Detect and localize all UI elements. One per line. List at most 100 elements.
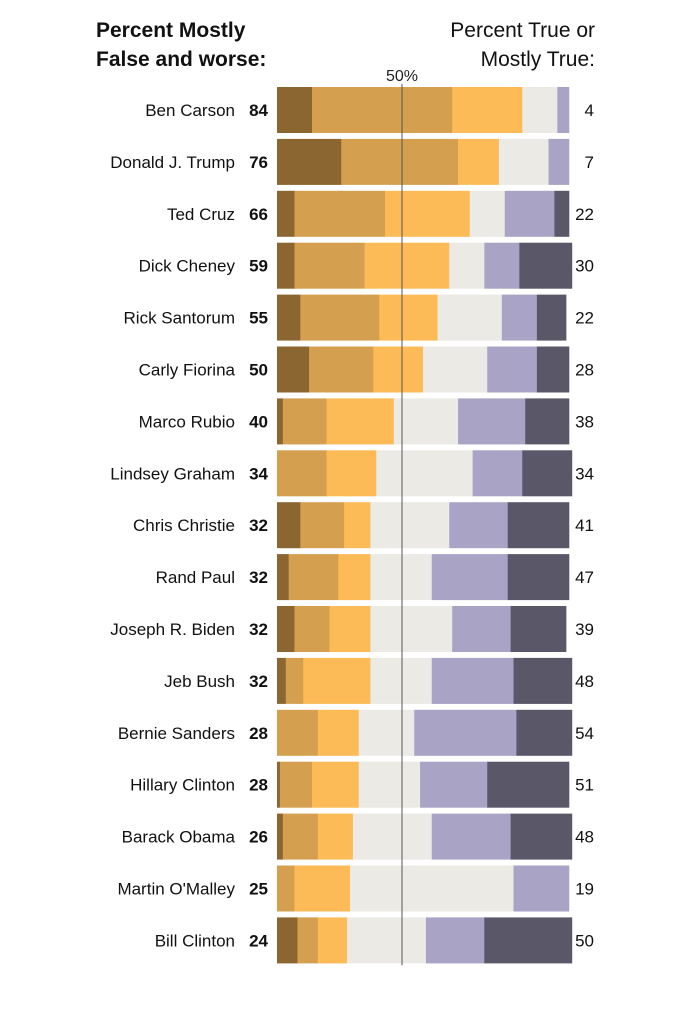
bar-segment-pants-on-fire (277, 138, 342, 185)
bar-segment-true (536, 346, 570, 393)
bar-segment-true (507, 554, 570, 601)
false-and-worse-value: 66 (249, 205, 268, 224)
bar-segment-mostly-true (449, 502, 508, 549)
bar-segment-mostly-true (548, 138, 570, 185)
candidate-name: Ben Carson (145, 101, 235, 120)
true-or-mostly-true-value: 7 (585, 153, 594, 172)
candidate-name: Ted Cruz (167, 205, 235, 224)
bar-segment-half-true (370, 606, 453, 652)
bar-segment-mostly-true (420, 761, 488, 808)
candidate-name: Marco Rubio (139, 412, 235, 431)
bar-segment-mostly-false (329, 606, 371, 652)
false-and-worse-value: 40 (249, 412, 268, 431)
bar-segment-half-true (347, 917, 427, 964)
bar-segment-mostly-false (326, 398, 395, 445)
candidate-name: Carly Fiorina (139, 361, 236, 380)
bar-segment-pants-on-fire (277, 813, 284, 860)
bar-segment-true (536, 294, 567, 341)
bar-segment-pants-on-fire (277, 917, 298, 964)
true-or-mostly-true-value: 47 (575, 568, 594, 587)
row-14: Barack Obama 26 48 (122, 813, 594, 860)
false-and-worse-value: 32 (249, 568, 268, 587)
bar-segment-pants-on-fire (277, 502, 301, 549)
row-3: Dick Cheney 59 30 (139, 242, 594, 289)
bar-segment-mostly-true (431, 657, 514, 704)
bar-segment-pants-on-fire (277, 242, 295, 289)
bar-segment-half-true (358, 709, 415, 756)
row-13: Hillary Clinton 28 51 (130, 761, 594, 808)
bar-segment-false (294, 242, 365, 289)
candidate-name: Donald J. Trump (110, 153, 235, 172)
bar-segment-mostly-false (312, 761, 360, 808)
row-9: Rand Paul 32 47 (156, 554, 594, 601)
bar-segment-pants-on-fire (277, 606, 295, 652)
bar-segment-false (341, 138, 459, 185)
false-and-worse-value: 55 (249, 309, 268, 328)
false-and-worse-value: 25 (249, 880, 268, 899)
candidate-name: Barack Obama (122, 828, 236, 847)
false-and-worse-value: 76 (249, 153, 268, 172)
bar-segment-true (510, 606, 567, 652)
bar-segment-half-true (437, 294, 503, 341)
row-11: Jeb Bush 32 48 (164, 657, 594, 704)
bar-segment-mostly-true (431, 554, 508, 601)
bar-segment-true (507, 502, 570, 549)
row-8: Chris Christie 32 41 (133, 502, 594, 549)
true-or-mostly-true-value: 50 (575, 931, 594, 950)
candidate-name: Jeb Bush (164, 672, 235, 691)
true-or-mostly-true-value: 51 (575, 776, 594, 795)
true-or-mostly-true-value: 38 (575, 412, 594, 431)
bar-segment-false (282, 398, 327, 445)
left-header-line-1: Percent Mostly (96, 19, 246, 42)
candidate-name: Dick Cheney (139, 257, 236, 276)
bar-segment-pants-on-fire (277, 294, 301, 341)
bar-segment-half-true (350, 865, 514, 912)
bar-segment-mostly-false (364, 242, 450, 289)
false-and-worse-value: 28 (249, 724, 268, 743)
bar-segment-half-true (376, 450, 473, 497)
bar-segment-false (294, 606, 330, 652)
false-and-worse-value: 32 (249, 516, 268, 535)
true-or-mostly-true-value: 34 (575, 464, 594, 483)
false-and-worse-value: 24 (249, 931, 268, 950)
bar-segment-pants-on-fire (277, 346, 310, 393)
bar-segment-half-true (393, 398, 459, 445)
false-and-worse-value: 32 (249, 620, 268, 639)
bar-segment-half-true (469, 190, 506, 237)
bar-segment-mostly-false (317, 917, 348, 964)
candidate-name: Bill Clinton (155, 931, 235, 950)
right-column-header: Percent True or Mostly True: (450, 16, 595, 74)
bar-segment-mostly-true (487, 346, 538, 393)
row-1: Donald J. Trump 76 7 (110, 138, 594, 185)
bar-segment-mostly-true (513, 865, 570, 912)
bar-segment-pants-on-fire (277, 87, 313, 133)
chart-rows: Ben Carson 84 4 Donald J. Trump 76 7 Ted Cruz 6… (110, 87, 594, 964)
bar-segment-half-true (370, 502, 450, 549)
row-6: Marco Rubio 40 38 (139, 398, 594, 445)
bar-segment-mostly-false (373, 346, 424, 393)
false-and-worse-value: 84 (249, 101, 268, 120)
true-or-mostly-true-value: 19 (575, 880, 594, 899)
bar-segment-false (294, 190, 386, 237)
bar-segment-pants-on-fire (277, 761, 281, 808)
bar-segment-true (519, 242, 573, 289)
false-and-worse-value: 28 (249, 776, 268, 795)
bar-segment-false (309, 346, 374, 393)
left-header-line-2: False and worse: (96, 48, 267, 71)
bar-segment-pants-on-fire (277, 657, 287, 704)
row-0: Ben Carson 84 4 (145, 87, 594, 133)
bar-segment-mostly-false (385, 190, 471, 237)
bar-segment-pants-on-fire (277, 398, 284, 445)
candidate-name: Bernie Sanders (118, 724, 235, 743)
bar-segment-true (554, 190, 570, 237)
row-12: Bernie Sanders 28 54 (118, 709, 594, 756)
bar-segment-true (487, 761, 570, 808)
true-or-mostly-true-value: 22 (575, 205, 594, 224)
bar-segment-mostly-true (504, 190, 555, 237)
bar-segment-mostly-false (338, 554, 371, 601)
bar-segment-mostly-true (425, 917, 485, 964)
candidate-name: Chris Christie (133, 516, 235, 535)
bar-segment-pants-on-fire (277, 554, 289, 601)
row-2: Ted Cruz 66 22 (167, 190, 594, 237)
bar-segment-mostly-true (452, 606, 511, 652)
